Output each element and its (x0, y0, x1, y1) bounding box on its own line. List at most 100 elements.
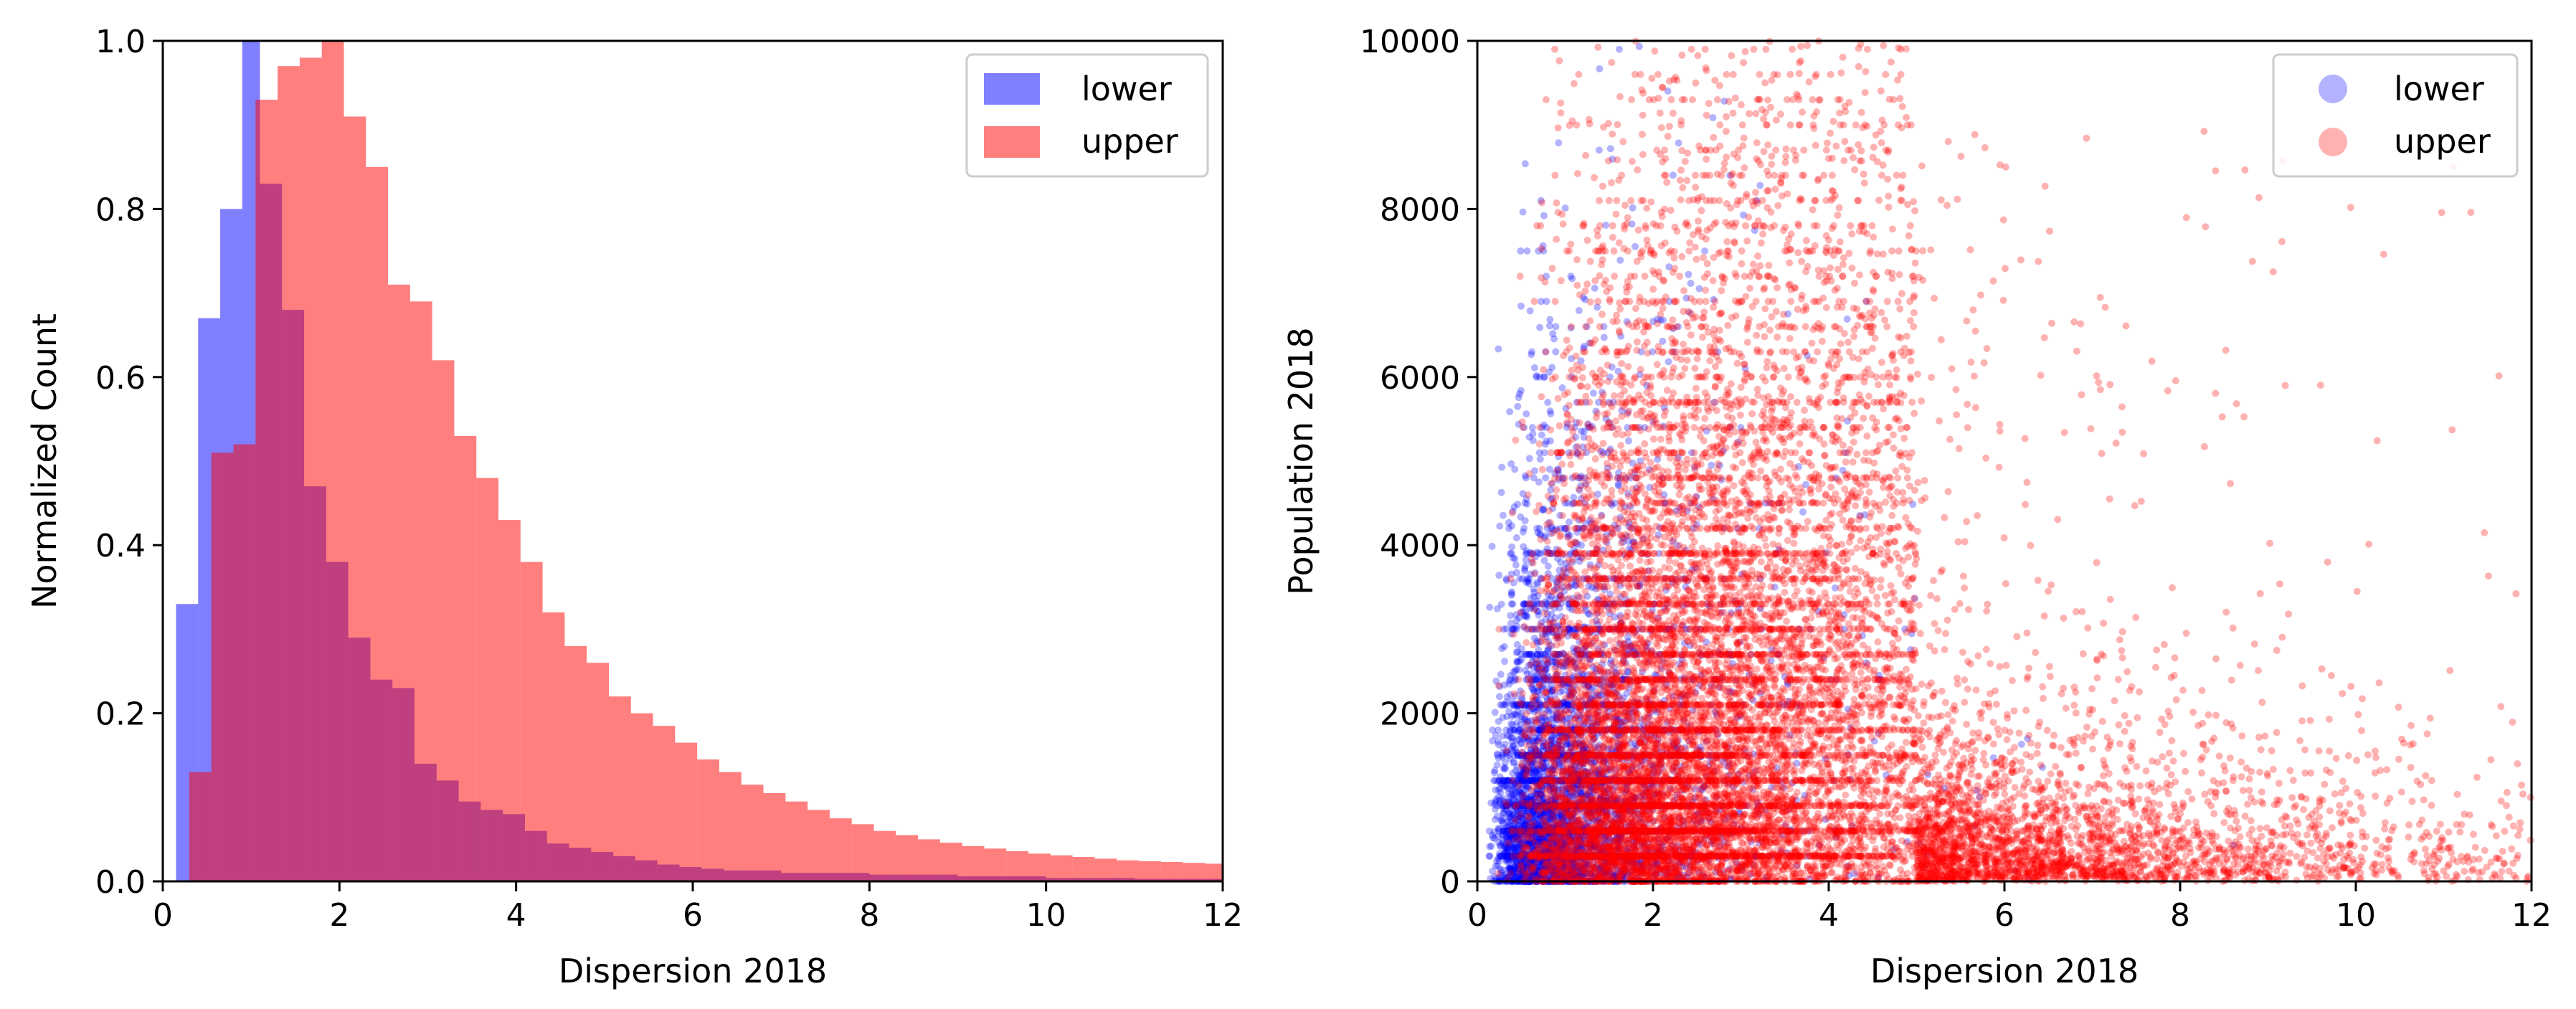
histogram-bar-upper (873, 830, 896, 881)
scatter-point-lower (1713, 793, 1720, 801)
scatter-point-lower (1589, 816, 1597, 823)
scatter-point-lower (1489, 726, 1497, 734)
scatter-point-lower (1542, 714, 1549, 721)
scatter-point-lower (1528, 752, 1535, 759)
scatter-point-lower (1672, 863, 1680, 870)
histogram-bar-upper (1117, 860, 1139, 881)
scatter-point-lower (1594, 830, 1601, 838)
scatter-point-lower (1534, 580, 1542, 588)
histogram-bar-upper (719, 772, 742, 881)
scatter-point-lower (1644, 777, 1652, 785)
scatter-point-lower (1588, 795, 1596, 803)
scatter-point-lower (1533, 786, 1541, 794)
scatter-point-lower (1596, 65, 1604, 72)
scatter-point-lower (1555, 742, 1562, 750)
scatter-point-lower (1505, 524, 1513, 532)
scatter-point-lower (1539, 808, 1547, 816)
scatter-point-lower (1557, 726, 1564, 734)
scatter-point-lower (1536, 455, 1544, 463)
scatter-point-lower (1545, 591, 1552, 599)
scatter-point-lower (1558, 729, 1566, 737)
scatter-point-lower (1540, 421, 1548, 429)
histogram-y-tick-label: 1.0 (95, 24, 146, 60)
scatter-point-lower (1660, 802, 1668, 810)
scatter-point-lower (1542, 474, 1550, 482)
scatter-point-lower (1701, 247, 1709, 255)
histogram-x-tick-label: 4 (506, 897, 526, 934)
scatter-point-lower (1521, 565, 1529, 573)
scatter-point-lower (1533, 372, 1540, 379)
scatter-point-lower (1533, 780, 1540, 787)
scatter-point-lower (1617, 822, 1625, 830)
scatter-point-lower (1683, 728, 1691, 736)
scatter-point-lower (1496, 799, 1504, 807)
scatter-point-lower (1550, 762, 1558, 769)
scatter-point-lower (1546, 316, 1554, 323)
scatter-point-lower (1558, 858, 1566, 866)
scatter-point-lower (1524, 777, 1532, 785)
scatter-point-lower (1585, 749, 1592, 757)
scatter-point-lower (1845, 750, 1852, 758)
histogram-bar-upper (454, 435, 477, 881)
scatter-point-lower (1566, 765, 1574, 773)
scatter-point-lower (1551, 802, 1559, 810)
scatter-point-lower (1529, 752, 1537, 759)
histogram-legend: lower upper (965, 53, 1209, 178)
scatter-point-lower (1604, 726, 1611, 734)
scatter-point-lower (1564, 791, 1572, 799)
histogram-legend-swatch-lower (984, 73, 1040, 105)
scatter-point-lower (1517, 825, 1525, 833)
histogram-bar-upper (984, 848, 1007, 881)
scatter-point-lower (1558, 852, 1566, 860)
scatter-point-lower (1599, 449, 1607, 457)
scatter-point-lower (1594, 650, 1602, 658)
scatter-point-lower (1599, 687, 1607, 695)
scatter-point-lower (1553, 861, 1561, 868)
scatter-point-lower (1570, 784, 1578, 792)
scatter-point-lower (1667, 785, 1675, 792)
scatter-point-lower (1530, 364, 1538, 371)
scatter-point-lower (1538, 431, 1545, 439)
scatter-point-lower (1525, 852, 1533, 860)
scatter-point-lower (1539, 764, 1547, 772)
scatter-point-lower (1492, 677, 1500, 685)
scatter-point-lower (1546, 437, 1554, 445)
scatter-point-lower (1519, 208, 1527, 216)
scatter-point-lower (1517, 302, 1525, 310)
scatter-point-lower (1499, 819, 1507, 827)
scatter-point-lower (1549, 827, 1557, 835)
scatter-point-lower (1520, 804, 1528, 812)
scatter-point-lower (1517, 247, 1525, 255)
histogram-bar-upper (388, 284, 410, 881)
scatter-point-lower (1551, 843, 1559, 851)
scatter-point-lower (1571, 549, 1579, 556)
scatter-point-lower (1648, 780, 1656, 787)
scatter-point-lower (1542, 630, 1550, 638)
scatter-point-lower (1564, 785, 1572, 792)
scatter-point-lower (1594, 719, 1601, 726)
scatter-point-lower (1497, 488, 1505, 496)
histogram-bar-upper (321, 41, 344, 881)
scatter-point-lower (1576, 726, 1584, 734)
scatter-point-lower (1507, 588, 1515, 596)
scatter-point-lower (1495, 693, 1503, 701)
scatter-point-lower (1656, 827, 1664, 835)
scatter-point-lower (1558, 769, 1566, 777)
scatter-point-lower (1490, 769, 1498, 777)
scatter-point-lower (1486, 852, 1494, 860)
scatter-point-lower (1538, 848, 1545, 856)
scatter-point-lower (1901, 625, 1909, 633)
scatter-point-lower (1565, 827, 1573, 835)
scatter-point-lower (1655, 752, 1662, 759)
scatter-point-lower (1495, 754, 1502, 762)
scatter-point-lower (1551, 658, 1558, 665)
scatter-point-lower (1596, 726, 1604, 734)
scatter-point-lower (1525, 830, 1533, 838)
scatter-point-lower (1530, 752, 1538, 759)
scatter-point-lower (1599, 829, 1606, 837)
scatter-point-lower (1538, 783, 1546, 791)
scatter-point-lower (1507, 549, 1515, 557)
scatter-point-lower (1582, 781, 1590, 789)
scatter-point-lower (1530, 827, 1538, 835)
scatter-point-lower (1491, 815, 1499, 823)
